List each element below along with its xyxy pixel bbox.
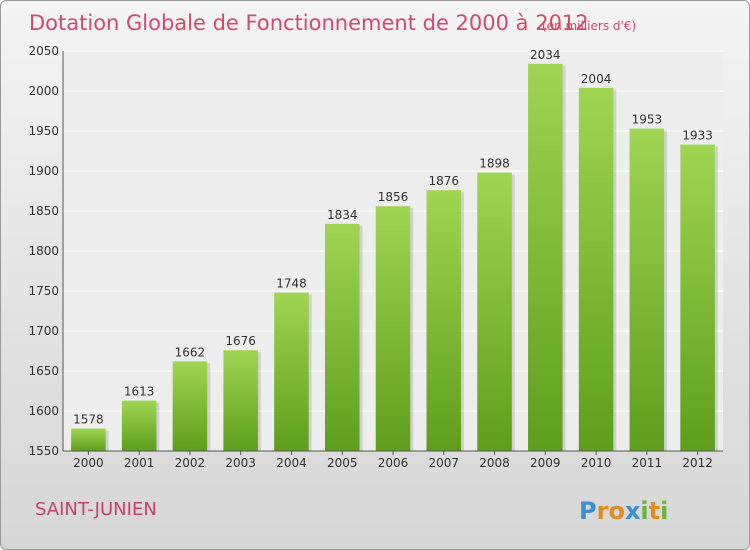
brand-logo: Proxiti xyxy=(579,497,668,525)
chart-subtitle: (en milliers d'€) xyxy=(542,19,636,33)
location-label: SAINT-JUNIEN xyxy=(35,499,157,520)
bar-value-label: 1834 xyxy=(327,208,358,222)
y-tick-label: 1900 xyxy=(28,164,59,178)
bar-value-label: 1933 xyxy=(682,129,713,143)
bar-value-label: 2004 xyxy=(581,72,612,86)
bar-value-label: 1662 xyxy=(175,345,206,359)
x-tick-label: 2007 xyxy=(428,456,459,470)
y-tick-label: 1800 xyxy=(28,244,59,258)
bar-2009 xyxy=(528,63,563,452)
x-tick-label: 2010 xyxy=(581,456,612,470)
x-tick-label: 2011 xyxy=(632,456,663,470)
x-tick-label: 2000 xyxy=(73,456,104,470)
y-tick-label: 1950 xyxy=(28,124,59,138)
y-tick-label: 1650 xyxy=(28,364,59,378)
x-tick-label: 2002 xyxy=(175,456,206,470)
x-tick-label: 2005 xyxy=(327,456,358,470)
x-tick-label: 2012 xyxy=(682,456,713,470)
bar-value-label: 1613 xyxy=(124,385,155,399)
bar-value-label: 1676 xyxy=(225,334,256,348)
y-tick-label: 2000 xyxy=(28,84,59,98)
x-tick-label: 2001 xyxy=(124,456,155,470)
bar-2004 xyxy=(274,292,309,451)
bar-value-label: 1876 xyxy=(428,174,459,188)
bars-layer: 1578 1613 1662 1676 1748 1834 1856 1876 1898 2034… xyxy=(71,48,718,452)
y-tick-label: 1700 xyxy=(28,324,59,338)
bar-2010 xyxy=(578,87,614,452)
x-tick-label: 2004 xyxy=(276,456,307,470)
bar-2002 xyxy=(172,361,208,451)
chart-title: Dotation Globale de Fonctionnement de 20… xyxy=(29,11,589,35)
bar-2003 xyxy=(223,350,258,451)
bar-2008 xyxy=(477,172,512,451)
y-tick-label: 1600 xyxy=(28,404,59,418)
bar-value-label: 1898 xyxy=(479,157,510,171)
y-tick-label: 1550 xyxy=(28,444,59,458)
x-tick-label: 2003 xyxy=(225,456,256,470)
y-tick-label: 1750 xyxy=(28,284,59,298)
y-tick-label: 1850 xyxy=(28,204,59,218)
bar-2007 xyxy=(426,190,462,451)
axis-layer: 1550 1600 1650 1700 1750 1800 1850 1900 1950 2000… xyxy=(28,44,723,470)
bar-value-label: 2034 xyxy=(530,48,561,62)
bar-value-label: 1856 xyxy=(378,190,409,204)
bar-value-label: 1578 xyxy=(73,413,104,427)
x-tick-label: 2006 xyxy=(378,456,409,470)
bar-value-label: 1953 xyxy=(632,113,663,127)
x-tick-label: 2008 xyxy=(479,456,510,470)
svg-text:Proxiti: Proxiti xyxy=(579,497,668,525)
bar-2000 xyxy=(71,428,106,451)
bar-value-label: 1748 xyxy=(276,277,307,291)
x-tick-label: 2009 xyxy=(530,456,561,470)
y-tick-label: 2050 xyxy=(28,44,59,58)
bar-2006 xyxy=(375,206,411,451)
bar-2005 xyxy=(324,223,360,451)
bar-2011 xyxy=(629,128,665,451)
bar-2001 xyxy=(121,400,157,451)
bar-2012 xyxy=(680,144,715,451)
